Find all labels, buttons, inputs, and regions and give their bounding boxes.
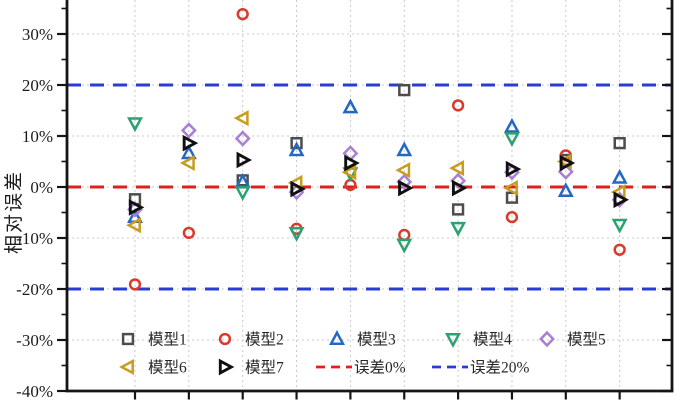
model1-marker xyxy=(451,203,465,216)
model7-marker xyxy=(505,160,522,178)
model7-marker xyxy=(236,151,253,169)
model2-marker xyxy=(451,99,465,112)
model2-legend-marker xyxy=(218,332,232,346)
legend-label-model2: 模型2 xyxy=(245,331,284,349)
model6-marker xyxy=(126,217,141,234)
model6-marker xyxy=(395,162,411,179)
model5-legend-marker xyxy=(539,330,555,348)
model5-marker xyxy=(450,172,467,190)
model1-legend-marker xyxy=(121,332,135,346)
model3-marker xyxy=(288,141,305,157)
model3-marker xyxy=(557,182,574,198)
model7-marker xyxy=(398,179,414,197)
legend-item-model3: 模型3 xyxy=(357,331,396,349)
model4-marker xyxy=(288,226,305,242)
model2-marker xyxy=(613,243,626,256)
y-tick-label: 10% xyxy=(22,127,53,146)
y-axis-title: 相对误差 xyxy=(3,170,25,254)
model4-marker xyxy=(611,218,628,234)
legend-item-model7: 模型7 xyxy=(218,358,284,377)
model6-marker xyxy=(233,110,249,127)
model5-marker xyxy=(396,173,413,191)
model4-legend-marker xyxy=(445,333,461,348)
legend-label-model3: 模型3 xyxy=(357,331,396,349)
legend-item-model6: 模型6 xyxy=(119,359,187,377)
model3-marker xyxy=(503,117,520,133)
model1-marker xyxy=(398,83,411,97)
model3-marker xyxy=(396,141,413,157)
model7-marker xyxy=(613,191,630,209)
y-tick-label: -40% xyxy=(16,382,53,401)
legend-item-model5: 模型5 xyxy=(567,331,606,349)
legend-label-err0: 误差0% xyxy=(354,359,406,377)
legend-label-model4: 模型4 xyxy=(473,331,512,349)
y-tick-label: 30% xyxy=(22,25,53,44)
model4-marker xyxy=(396,238,413,254)
y-tick-label: 20% xyxy=(22,76,53,95)
model7-legend-marker xyxy=(218,358,235,376)
legend-label-model6: 模型6 xyxy=(148,359,187,377)
model5-marker xyxy=(180,122,197,139)
model6-marker xyxy=(341,164,357,181)
model4-marker xyxy=(503,132,520,147)
model6-marker xyxy=(503,180,518,197)
legend-item-err20: 误差20% xyxy=(432,359,530,377)
y-tick-label: 0% xyxy=(30,178,53,197)
model7-marker xyxy=(128,199,145,216)
legend-item-model1: 模型1 xyxy=(148,331,187,349)
model3-marker xyxy=(180,144,197,160)
model5-marker xyxy=(234,130,251,147)
model2-marker xyxy=(182,226,196,240)
model3-legend-marker xyxy=(329,330,345,345)
model3-marker xyxy=(611,168,628,184)
model1-marker xyxy=(290,136,303,150)
model7-marker xyxy=(559,154,576,172)
model2-marker xyxy=(236,7,249,21)
legend-item-model2: 模型2 xyxy=(245,331,284,349)
model7-marker xyxy=(344,154,360,172)
model6-legend-marker xyxy=(119,359,134,375)
legend: 模型1 模型2 模型3 模型4 模型5 模型6 模型7 误差0% 误差20% xyxy=(119,331,606,377)
model7-marker xyxy=(290,180,306,198)
model4-marker xyxy=(127,117,143,133)
legend-label-model7: 模型7 xyxy=(245,359,284,377)
y-tick-label: -10% xyxy=(16,229,53,248)
model4-marker xyxy=(234,186,251,202)
legend-label-model5: 模型5 xyxy=(567,331,606,349)
y-tick-label: -20% xyxy=(16,280,53,299)
y-tick-label: -30% xyxy=(16,331,53,350)
legend-item-err0: 误差0% xyxy=(316,359,406,377)
model2-marker xyxy=(505,210,519,224)
model7-marker xyxy=(182,134,199,152)
model1-marker xyxy=(613,136,626,150)
model3-marker xyxy=(342,98,359,114)
model4-marker xyxy=(450,221,467,237)
model7-marker xyxy=(451,179,468,197)
legend-label-model1: 模型1 xyxy=(148,331,187,349)
model6-marker xyxy=(449,160,465,177)
legend-label-err20: 误差20% xyxy=(470,359,530,377)
model2-marker xyxy=(128,278,142,291)
legend-item-model4: 模型4 xyxy=(473,331,512,349)
model6-marker xyxy=(179,155,195,172)
